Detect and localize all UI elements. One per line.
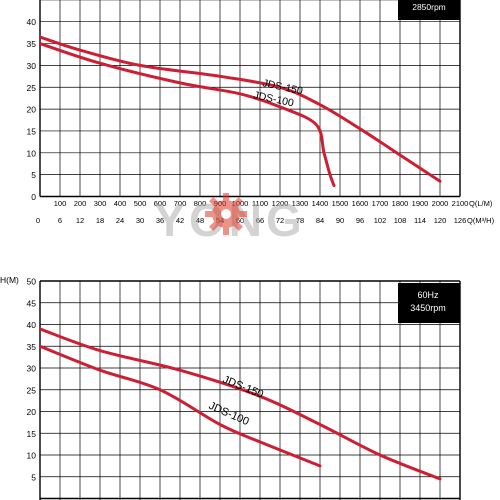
watermark-logo: YONG [154, 193, 302, 246]
series-label-jds-150: JDS-150 [221, 374, 265, 401]
series-label-jds-100: JDS-100 [207, 400, 251, 428]
x-tick-label-m3h: 90 [336, 216, 344, 225]
x-tick-label-m3h: 72 [276, 216, 284, 225]
x-tick-label-lpm: 600 [154, 199, 167, 208]
x-tick-label-m3h: 114 [414, 216, 426, 225]
y-tick-label: 25 [27, 83, 37, 93]
x-tick-label-lpm: 1300 [292, 199, 309, 208]
x-tick-label-lpm: 1100 [252, 199, 268, 208]
x-tick-label-lpm: 100 [54, 199, 67, 208]
x-tick-label-m3h: 84 [316, 216, 324, 225]
x-tick-label-lpm: 700 [174, 199, 187, 208]
x-tick-label-m3h: 12 [76, 216, 84, 225]
x-tick-label-m3h: 6 [58, 216, 62, 225]
badge-frequency-text: 60Hz [417, 290, 439, 300]
x-tick-label-lpm: 1900 [412, 199, 429, 208]
y-tick-label: 40 [27, 17, 37, 27]
x-tick-label-lpm: 200 [74, 199, 87, 208]
x-tick-label-m3h: 42 [176, 216, 184, 225]
y-tick-label: 15 [27, 429, 37, 439]
y-tick-label: 35 [27, 39, 37, 49]
x-tick-label-m3h: 30 [136, 216, 144, 225]
x-tick-label-m3h: 66 [256, 216, 264, 225]
x-tick-label-lpm: 300 [94, 199, 107, 208]
badge-rpm-text: 2850rpm [412, 2, 446, 12]
x-tick-label-m3h: 0 [36, 216, 40, 225]
x-tick-label-lpm: 1600 [352, 199, 369, 208]
chart-60hz: 5 10 15 20 25 30 35 40 45 50 H(M) 60Hz 3450rpm JDS-15… [0, 275, 461, 500]
x-tick-label-m3h: 18 [96, 216, 104, 225]
x-tick-label-m3h: 78 [296, 216, 304, 225]
y-tick-label: 5 [31, 472, 36, 482]
series-group [40, 35, 442, 188]
x-tick-label-lpm: 2000 [432, 199, 449, 208]
x-tick-label-m3h: 96 [356, 216, 364, 225]
y-tick-label: 0 [31, 192, 36, 202]
rpm-badge: 2850rpm [398, 0, 460, 20]
x-tick-label-lpm: 400 [114, 199, 127, 208]
x-axis-label-m3h: Q(M³/H) [467, 216, 495, 225]
y-tick-label: 20 [27, 407, 37, 417]
series-line-jds-100 [40, 344, 322, 468]
y-tick-label: 10 [27, 451, 37, 461]
series-group [40, 327, 442, 481]
grid [39, 0, 461, 198]
y-tick-label: 10 [27, 148, 37, 158]
x-tick-label-lpm: 1800 [392, 199, 409, 208]
y-tick-label: 15 [27, 126, 37, 136]
x-tick-label-lpm: 1200 [272, 199, 289, 208]
y-tick-label: 25 [27, 385, 37, 395]
y-tick-label: 5 [31, 170, 36, 180]
y-tick-label: 30 [27, 61, 37, 71]
series-line-jds-100 [40, 42, 336, 188]
y-tick-label: 20 [27, 105, 37, 115]
x-tick-label-lpm: 2100 [452, 199, 469, 208]
y-tick-label: 45 [27, 298, 37, 308]
x-tick-label-m3h: 108 [394, 216, 407, 225]
x-tick-label-m3h: 48 [196, 216, 204, 225]
y-tick-label: 30 [27, 364, 37, 374]
x-tick-label-m3h: 60 [236, 216, 244, 225]
x-tick-label-lpm: 1700 [372, 199, 389, 208]
x-tick-label-lpm: 500 [134, 199, 147, 208]
x-tick-label-m3h: 126 [454, 216, 467, 225]
gear-icon [205, 193, 247, 235]
y-axis-label: H(M) [0, 275, 19, 285]
rpm-badge: 60Hz 3450rpm [398, 283, 460, 323]
series-line-jds-150 [40, 327, 442, 481]
y-tick-label: 50 [27, 277, 37, 287]
badge-rpm-text: 3450rpm [410, 303, 446, 313]
y-tick-label: 35 [27, 342, 37, 352]
x-tick-label-lpm: 1500 [332, 199, 349, 208]
y-tick-label: 40 [27, 320, 37, 330]
series-line-jds-150 [40, 35, 442, 183]
badge-background [398, 0, 460, 20]
x-tick-label-m3h: 36 [156, 216, 164, 225]
x-tick-label-m3h: 24 [116, 216, 124, 225]
x-tick-label-m3h: 120 [434, 216, 447, 225]
x-axis-label-lpm: Q(L/M) [469, 199, 493, 208]
x-tick-label-lpm: 1400 [312, 199, 329, 208]
badge-background [398, 283, 460, 323]
x-tick-label-m3h: 102 [374, 216, 387, 225]
x-tick-label-lpm: 800 [194, 199, 207, 208]
